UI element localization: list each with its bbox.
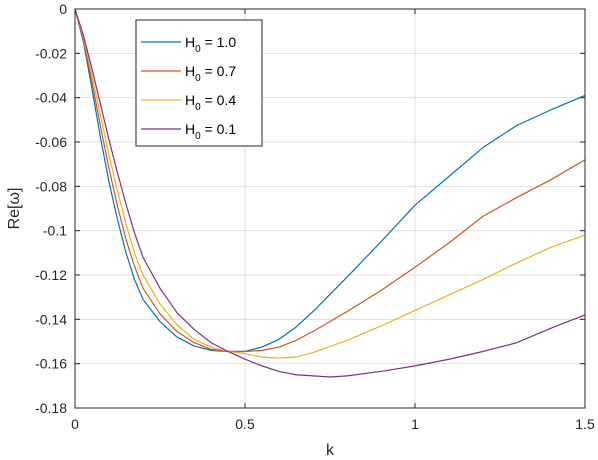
legend-label-subscript: 0: [195, 102, 201, 113]
legend-label-1: H0 = 1.0: [185, 34, 236, 55]
legend-label-main: H: [185, 34, 195, 50]
y-axis-label: Re[ω]: [6, 188, 23, 230]
x-tick-label: 1.5: [575, 416, 595, 432]
legend-label-value: = 1.0: [201, 34, 237, 50]
y-tick-label: -0.02: [35, 45, 67, 61]
legend-label-value: = 0.7: [201, 63, 237, 79]
y-tick-label: -0.1: [43, 223, 67, 239]
y-tick-label: -0.14: [35, 311, 67, 327]
plot-area-frame: [74, 8, 586, 409]
legend-label-subscript: 0: [195, 131, 201, 142]
x-tick-label: 0.5: [235, 416, 255, 432]
x-tick-label: 1: [411, 416, 419, 432]
y-tick-label: 0: [59, 1, 67, 17]
series-group: [74, 8, 586, 378]
legend-label-main: H: [185, 63, 195, 79]
y-tick-label: -0.18: [35, 400, 67, 416]
y-tick-label: -0.08: [35, 178, 67, 194]
legend-label-value: = 0.1: [201, 121, 237, 137]
legend-label-2: H0 = 0.7: [185, 63, 236, 84]
axis-ticks: 0 0.5 1 1.5 0 -0.02 -0.04 -0.06 -0.08 -0.1 -0.12 -0…: [35, 1, 595, 432]
y-tick-label: -0.04: [35, 90, 67, 106]
y-tick-label: -0.12: [35, 267, 67, 283]
x-tick-label: 0: [71, 416, 79, 432]
series-line-4: [74, 8, 586, 378]
legend-label-value: = 0.4: [201, 92, 237, 108]
legend-box: [135, 19, 263, 147]
x-axis-label: k: [326, 442, 335, 459]
y-tick-label: -0.16: [35, 356, 67, 372]
y-tick-label: -0.06: [35, 134, 67, 150]
legend-label-main: H: [185, 92, 195, 108]
legend-label-subscript: 0: [195, 44, 201, 55]
legend-label-4: H0 = 0.1: [185, 121, 236, 142]
legend-label-3: H0 = 0.4: [185, 92, 236, 113]
legend: H0 = 1.0H0 = 0.7H0 = 0.4H0 = 0.1: [135, 19, 263, 147]
legend-label-main: H: [185, 121, 195, 137]
legend-label-subscript: 0: [195, 73, 201, 84]
